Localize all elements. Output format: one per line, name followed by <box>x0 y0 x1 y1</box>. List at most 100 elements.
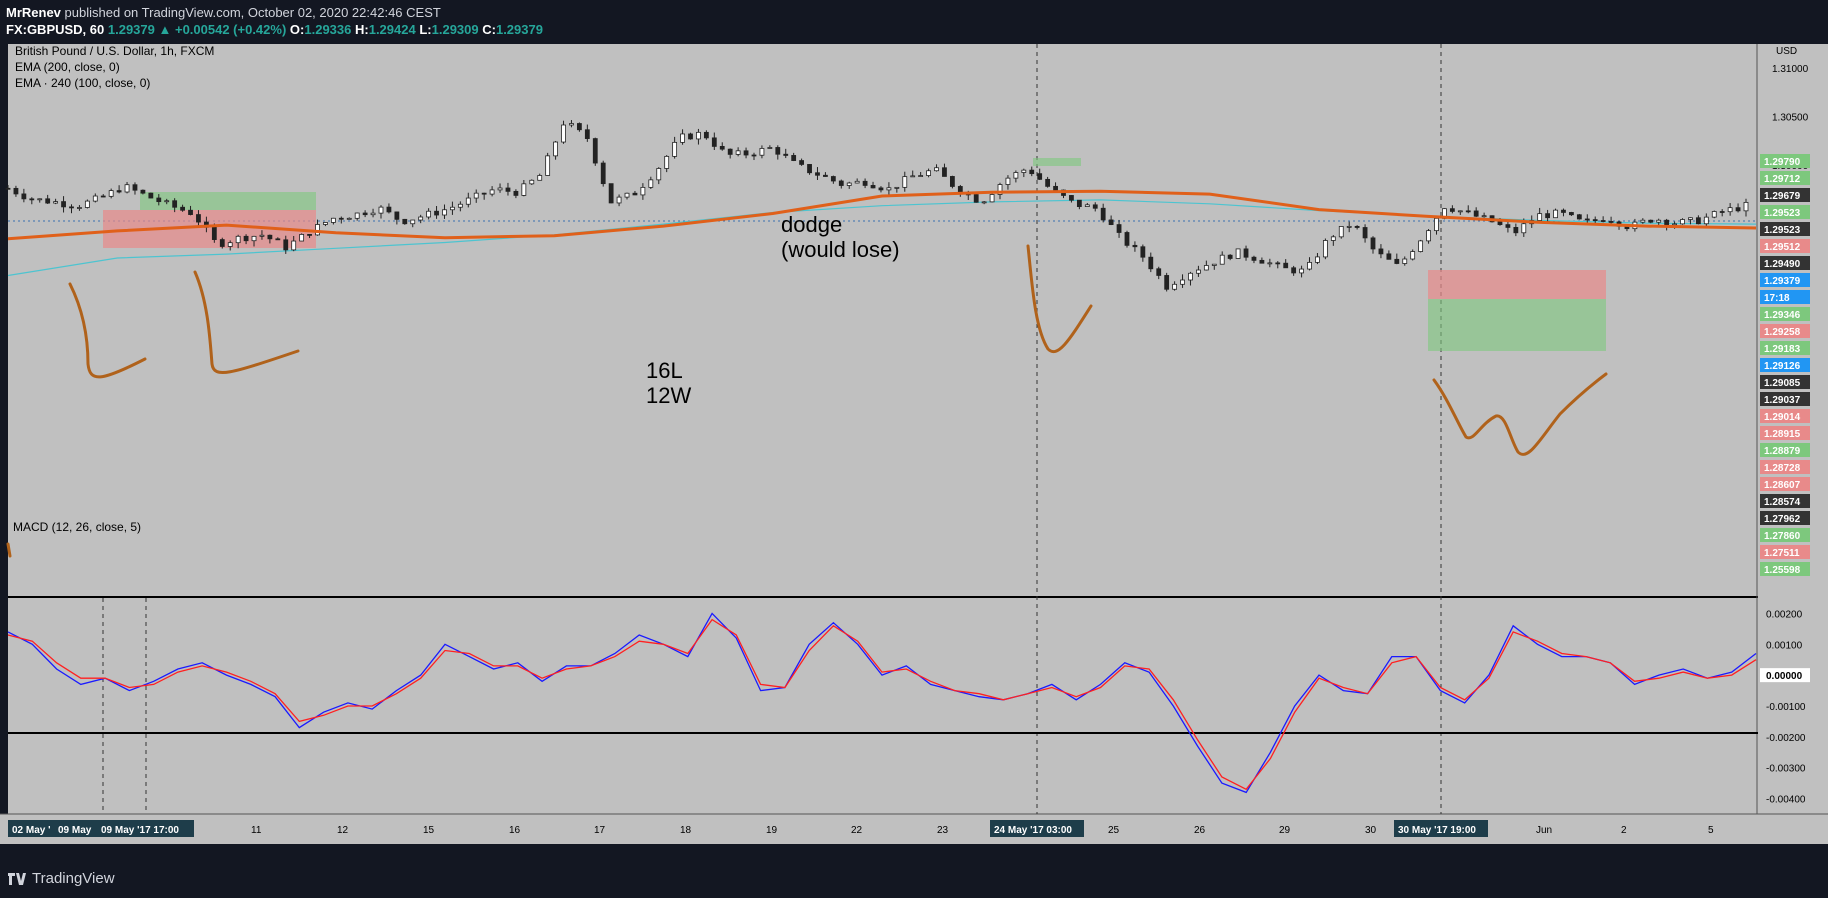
candle-body <box>1219 254 1225 265</box>
candle-body <box>680 133 685 143</box>
candle-body <box>1537 213 1543 221</box>
publish-header: MrRenev published on TradingView.com, Oc… <box>0 0 1828 44</box>
candle-body <box>1600 220 1606 222</box>
candle-body <box>767 147 773 149</box>
macd-tick-label: 0.00200 <box>1766 609 1803 620</box>
candle-body <box>323 222 328 225</box>
brush-mark-4 <box>1432 372 1608 456</box>
candle-body <box>21 193 27 200</box>
candle-body <box>727 148 733 155</box>
candle-body <box>1434 217 1439 232</box>
candle-body <box>799 160 805 165</box>
candle-body <box>259 234 265 237</box>
price-label-bg <box>1760 273 1810 287</box>
candle-body <box>481 192 487 195</box>
candle-body <box>1172 283 1178 290</box>
candle-body <box>1426 230 1431 242</box>
candle-body <box>330 217 336 223</box>
price-label-bg <box>1760 426 1810 440</box>
candle-body <box>823 174 828 177</box>
date-markers <box>102 44 1442 814</box>
candle-body <box>1108 219 1114 225</box>
long-target-box-2 <box>1033 158 1081 166</box>
tradingview-icon <box>8 872 26 885</box>
candle-body <box>394 211 400 220</box>
close-value: 1.29379 <box>495 22 543 37</box>
price-label-bg <box>1760 171 1810 185</box>
candle-body <box>489 189 495 195</box>
would-lose-label[interactable]: (would lose) <box>781 237 900 262</box>
candle-body <box>886 187 892 191</box>
candle-body <box>140 189 146 194</box>
candle-body <box>418 216 424 221</box>
candle-body <box>545 155 551 176</box>
candle-body <box>1378 248 1384 255</box>
candle-body <box>1315 256 1320 263</box>
short-stop-box <box>1428 270 1606 299</box>
price-candles <box>5 120 1749 292</box>
candle-body <box>1330 236 1336 241</box>
price-label-bg <box>1760 460 1810 474</box>
signal-line <box>7 618 1757 791</box>
price-label-bg <box>1760 324 1810 338</box>
candle-body <box>870 185 876 189</box>
candle-body <box>934 167 939 172</box>
tradingview-logo[interactable]: TradingView <box>8 870 115 887</box>
price-label-bg <box>1760 392 1810 406</box>
macd-tick-label: 0.00100 <box>1766 640 1803 651</box>
footer: TradingView <box>0 860 1828 898</box>
candle-body <box>1576 214 1582 220</box>
candle-body <box>1703 216 1709 225</box>
short-target-box <box>1428 299 1606 351</box>
candle-body <box>664 155 670 169</box>
author-name[interactable]: MrRenev <box>6 5 61 20</box>
ema200-legend: EMA (200, close, 0) <box>15 60 120 74</box>
candle-body <box>1402 258 1408 264</box>
candle-body <box>1084 204 1090 207</box>
candle-body <box>1656 219 1662 223</box>
price-label: 1.29712 <box>1764 174 1801 185</box>
losses-count[interactable]: 16L <box>646 358 683 383</box>
candle-body <box>275 238 281 241</box>
symbol-line: FX:GBPUSD, 60 1.29379 ▲ +0.00542 (+0.42%… <box>6 22 543 37</box>
candle-body <box>5 187 11 190</box>
candle-body <box>1140 246 1146 258</box>
candle-body <box>1338 226 1344 238</box>
candle-body <box>434 210 439 216</box>
candle-body <box>211 226 217 240</box>
publish-info: published on TradingView.com, October 02… <box>64 5 441 20</box>
time-axis[interactable] <box>0 814 1828 844</box>
candle-body <box>1449 208 1455 212</box>
price-label: 1.29679 <box>1764 191 1801 202</box>
candle-body <box>1013 172 1019 179</box>
candle-body <box>283 239 289 251</box>
candle-body <box>1053 185 1058 191</box>
price-label-bg <box>1760 154 1810 168</box>
candle-body <box>1283 262 1289 269</box>
candle-body <box>1029 169 1035 175</box>
candle-body <box>1672 223 1677 226</box>
wins-count[interactable]: 12W <box>646 383 691 408</box>
candle-body <box>1021 169 1027 173</box>
macd-pane[interactable] <box>8 598 1758 814</box>
low-value: 1.29309 <box>431 22 479 37</box>
candle-body <box>719 146 725 150</box>
candle-body <box>116 190 122 193</box>
candle-body <box>124 184 130 193</box>
macd-tick-label: 0.00000 <box>1766 671 1803 682</box>
price-label: 1.29037 <box>1764 395 1801 406</box>
candle-body <box>830 176 836 182</box>
candle-body <box>84 200 90 208</box>
price-label: 1.27962 <box>1764 514 1801 525</box>
chart-area[interactable]: dodge (would lose) 16L 12W British Pound… <box>0 44 1828 860</box>
time-tick-label: 02 May ' <box>12 825 51 836</box>
position-boxes[interactable] <box>103 158 1606 351</box>
price-label: 1.29183 <box>1764 344 1801 355</box>
candle-body <box>735 150 741 155</box>
candle-body <box>926 170 931 176</box>
dodge-label[interactable]: dodge <box>781 212 842 237</box>
candle-body <box>1719 211 1725 213</box>
price-label-bg <box>1760 443 1810 457</box>
candle-body <box>61 201 66 208</box>
time-tick-label: 22 <box>851 825 863 836</box>
